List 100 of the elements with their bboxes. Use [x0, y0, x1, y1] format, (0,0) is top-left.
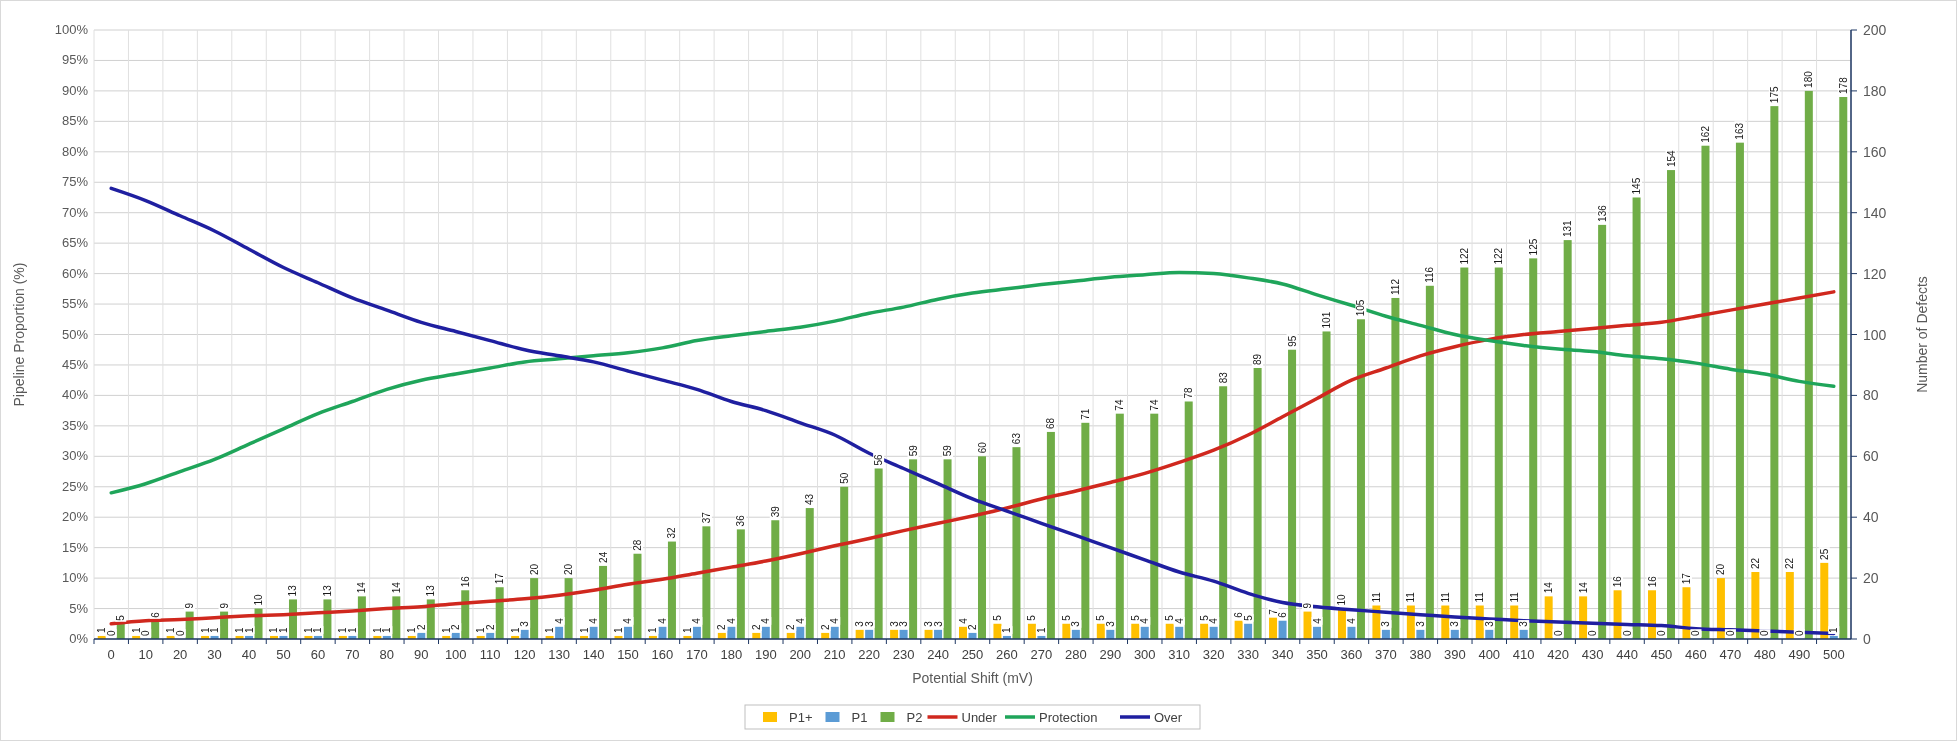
bar [736, 529, 745, 639]
y-tick-label: 65% [61, 235, 89, 251]
data-label: 1 [243, 626, 255, 633]
x-tick-label: 120 [513, 647, 536, 662]
bar [1234, 620, 1243, 639]
data-label: 3 [1414, 620, 1426, 627]
data-label: 116 [1424, 266, 1436, 283]
data-label: 162 [1699, 125, 1711, 143]
data-label: 16 [1612, 575, 1624, 588]
x-tick-label: 420 [1547, 647, 1570, 662]
y2-tick-label: 80 [1863, 387, 1879, 404]
y-tick-label: 95% [61, 52, 89, 68]
x-tick-label: 130 [548, 647, 570, 662]
data-label: 95 [1286, 335, 1298, 347]
y2-tick-label: 100 [1863, 326, 1887, 343]
data-label: 1 [277, 626, 289, 633]
bar [1839, 96, 1848, 639]
bar [495, 587, 504, 639]
y-tick-label: 0% [69, 631, 89, 646]
x-tick-label: 140 [582, 647, 605, 662]
data-label: 0 [174, 630, 186, 636]
x-tick-label: 170 [686, 647, 708, 662]
bar [1269, 617, 1278, 639]
data-label: 1 [1035, 626, 1047, 633]
data-label: 37 [700, 511, 712, 524]
data-label: 1 [165, 626, 177, 633]
data-label: 10 [253, 593, 265, 606]
bar [1288, 349, 1297, 639]
bar [993, 623, 1002, 639]
data-label: 1 [302, 626, 314, 633]
bar [1563, 240, 1572, 639]
data-label: 4 [957, 617, 969, 624]
bar [1303, 611, 1312, 639]
data-label: 1 [234, 626, 246, 633]
data-label: 14 [390, 581, 402, 594]
x-tick-label: 280 [1065, 647, 1087, 662]
x-tick-label: 70 [345, 647, 360, 662]
bar [727, 626, 736, 639]
bar [623, 626, 632, 639]
bar [1613, 590, 1622, 639]
data-label: 16 [459, 575, 471, 588]
y2-tick-label: 120 [1863, 265, 1887, 282]
bar [461, 590, 470, 639]
bar [1081, 422, 1090, 639]
x-tick-label: 240 [927, 647, 949, 662]
y-tick-label: 80% [61, 143, 89, 159]
data-label: 14 [1543, 581, 1555, 594]
data-label: 17 [1680, 572, 1692, 585]
x-tick-label: 20 [172, 647, 188, 662]
bar [1062, 623, 1071, 639]
data-label: 1 [371, 626, 383, 633]
data-label: 83 [1217, 371, 1229, 384]
data-label: 9 [184, 602, 196, 609]
bar [1804, 90, 1813, 639]
y-tick-label: 30% [61, 448, 89, 464]
y-tick-label: 35% [61, 417, 89, 433]
x-tick-label: 160 [651, 647, 674, 662]
data-label: 0 [1587, 630, 1599, 636]
data-label: 6 [1277, 611, 1289, 618]
data-label: 1 [337, 626, 349, 633]
bar [1012, 447, 1021, 639]
data-label: 28 [631, 539, 643, 551]
bar [1716, 578, 1725, 639]
bar [633, 553, 642, 639]
data-label: 1 [440, 626, 452, 633]
y-tick-label: 50% [61, 326, 89, 342]
bar [959, 626, 967, 639]
x-tick-label: 410 [1512, 647, 1535, 662]
data-label: 154 [1665, 149, 1677, 168]
bar [1175, 626, 1184, 639]
data-label: 1 [578, 626, 590, 633]
y-tick-label: 60% [61, 265, 89, 281]
x-tick-label: 390 [1443, 647, 1466, 662]
data-label: 1 [612, 626, 624, 633]
data-label: 20 [528, 563, 540, 576]
bar [589, 626, 598, 639]
data-label: 74 [1148, 399, 1160, 411]
data-label: 112 [1389, 278, 1401, 295]
data-label: 13 [287, 584, 299, 597]
data-label: 122 [1493, 247, 1505, 265]
y-tick-label: 25% [61, 478, 89, 494]
x-tick-label: 440 [1616, 647, 1638, 662]
y-tick-label: 85% [61, 113, 89, 129]
data-label: 13 [425, 584, 437, 597]
x-tick-label: 30 [207, 647, 222, 662]
legend-label: P1 [851, 710, 868, 725]
data-label: 74 [1114, 399, 1126, 411]
data-label: 3 [898, 620, 910, 627]
bar [1632, 197, 1641, 639]
data-label: 4 [588, 617, 600, 624]
bar [1735, 142, 1744, 639]
bar [1785, 572, 1794, 639]
x-tick-label: 80 [379, 647, 395, 662]
data-label: 4 [1311, 617, 1323, 624]
x-tick-label: 350 [1306, 647, 1328, 662]
data-label: 2 [450, 623, 462, 630]
data-label: 3 [519, 620, 531, 627]
data-label: 3 [923, 620, 935, 627]
data-label: 14 [1577, 581, 1589, 594]
data-label: 2 [785, 623, 797, 630]
